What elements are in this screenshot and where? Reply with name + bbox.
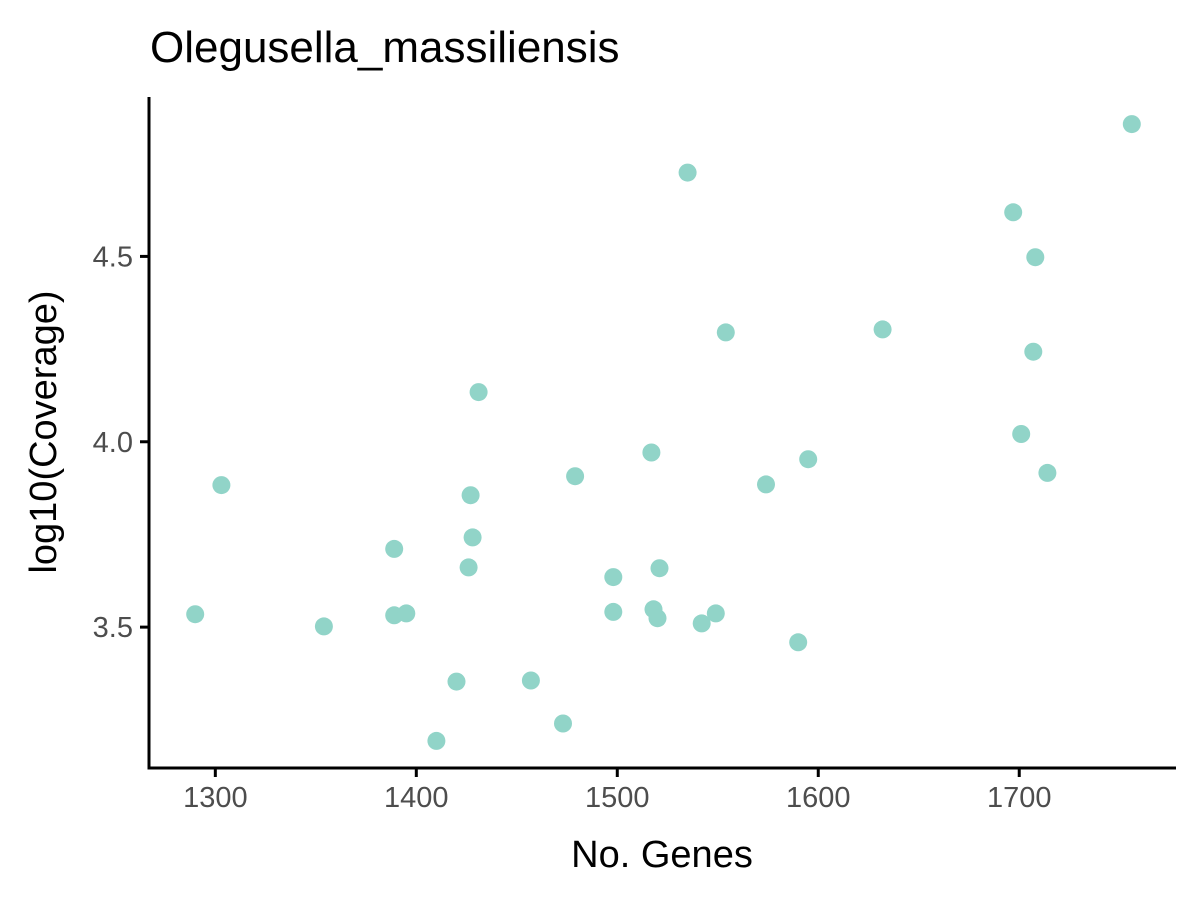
scatter-point-32: [1026, 248, 1045, 267]
scatter-point-11: [469, 383, 488, 402]
x-tick-label-1600: 1600: [786, 782, 851, 814]
scatter-point-13: [554, 714, 572, 733]
scatter-point-30: [1012, 425, 1031, 443]
scatter-point-2: [314, 617, 333, 636]
scatter-point-9: [461, 486, 480, 505]
y-axis-label: log10(Coverage): [23, 290, 65, 573]
scatter-point-14: [566, 467, 585, 486]
scatter-point-20: [650, 559, 669, 578]
y-tick-label-3.5: 3.5: [93, 612, 133, 644]
scatter-point-25: [757, 475, 775, 494]
scatter-point-5: [397, 604, 416, 623]
scatter-point-17: [642, 443, 661, 462]
scatter-point-7: [447, 672, 466, 691]
scatter-point-31: [1024, 342, 1043, 361]
scatter-point-26: [789, 633, 808, 652]
scatter-point-0: [186, 605, 205, 624]
scatter-point-22: [692, 614, 711, 633]
y-tick-label-4.5: 4.5: [93, 241, 133, 273]
scatter-point-34: [1122, 115, 1141, 134]
scatter-point-10: [463, 528, 482, 547]
scatter-point-19: [648, 609, 667, 628]
y-tick-label-4: 4.0: [93, 427, 133, 459]
scatter-point-15: [604, 568, 623, 587]
scatter-point-8: [459, 558, 478, 577]
scatter-point-6: [427, 731, 446, 750]
scatter-point-33: [1038, 463, 1057, 482]
chart-title: Olegusella_massiliensis: [150, 23, 620, 72]
scatter-point-21: [678, 163, 697, 182]
x-tick-label-1300: 1300: [183, 782, 248, 814]
scatter-point-23: [706, 604, 725, 623]
scatter-point-29: [1004, 203, 1023, 222]
scatter-point-16: [604, 602, 623, 621]
x-tick-label-1400: 1400: [384, 782, 449, 814]
scatter-point-28: [873, 320, 892, 339]
scatter-point-24: [716, 323, 735, 342]
scatter-point-3: [385, 539, 404, 558]
axes-layer: 1300 1400 1500 1600 1700 3.5 4.0 4.5: [93, 97, 1176, 814]
scatter-point-27: [799, 450, 818, 469]
x-tick-label-1700: 1700: [987, 782, 1052, 814]
scatter-point-12: [521, 671, 540, 690]
points-layer: [186, 115, 1141, 750]
x-tick-label-1500: 1500: [585, 782, 650, 814]
x-axis-label: No. Genes: [571, 834, 753, 876]
scatter-point-1: [212, 476, 231, 495]
